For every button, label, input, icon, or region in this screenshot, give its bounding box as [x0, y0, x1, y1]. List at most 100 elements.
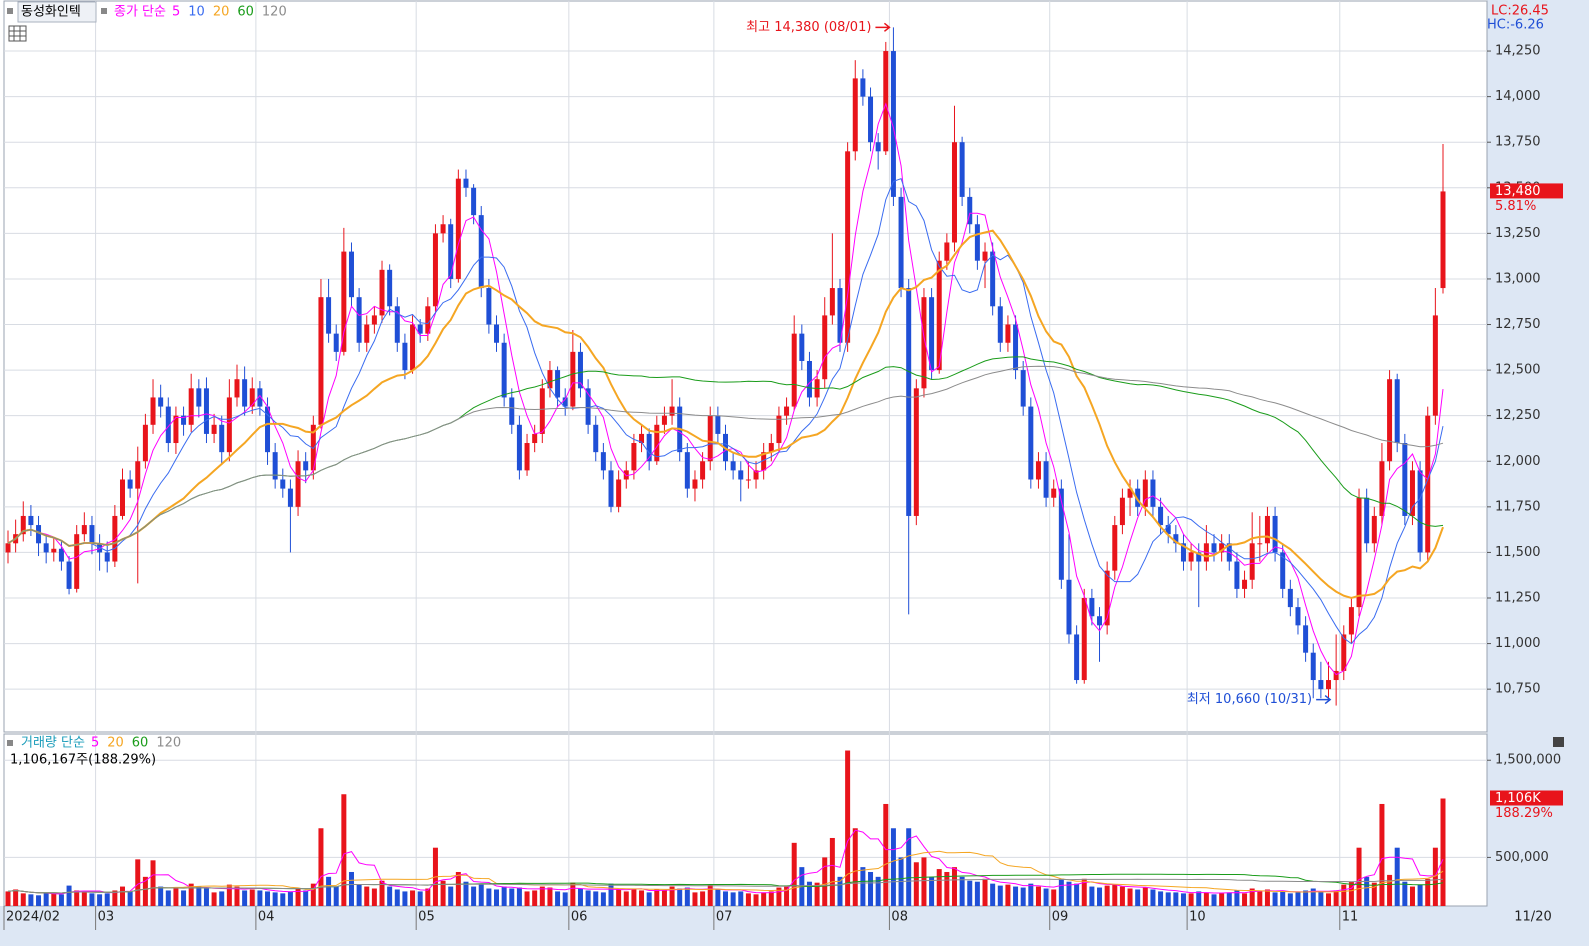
- candle-body: [501, 342, 507, 398]
- volume-bar: [1035, 886, 1041, 906]
- volume-bar: [341, 794, 347, 906]
- candle-body: [585, 388, 591, 425]
- volume-bar: [494, 889, 500, 906]
- volume-bar: [402, 891, 408, 906]
- volume-bar: [1440, 798, 1446, 906]
- bullet: [101, 8, 107, 14]
- y-tick-label: 14,250: [1495, 44, 1541, 59]
- last-price-label: 13,480: [1495, 184, 1541, 199]
- candle-body: [745, 479, 751, 481]
- candle-body: [1425, 415, 1431, 553]
- ma-legend: 120: [262, 5, 287, 20]
- volume-bar: [1043, 888, 1049, 906]
- candle-body: [265, 406, 271, 453]
- candle-body: [43, 543, 49, 553]
- candle-body: [1287, 588, 1293, 608]
- volume-bar: [203, 888, 209, 906]
- volume-bar: [1425, 878, 1431, 906]
- volume-bar: [585, 890, 591, 906]
- volume-bar: [1287, 893, 1293, 906]
- x-tick-label: 06: [571, 910, 588, 925]
- settings-icon[interactable]: [8, 25, 27, 42]
- last-volume-change: 188.29%: [1495, 806, 1553, 821]
- volume-bar: [1158, 891, 1164, 906]
- candle-body: [471, 187, 477, 216]
- low-arrow: [1316, 694, 1332, 705]
- volume-bar: [249, 889, 255, 906]
- y-tick-label: 12,000: [1495, 454, 1541, 469]
- volume-bar: [104, 893, 110, 906]
- candle-body: [1402, 443, 1408, 516]
- candle-body: [1364, 497, 1370, 544]
- candle-body: [211, 424, 217, 434]
- candle-body: [906, 288, 912, 516]
- last-volume-label: 1,106K: [1495, 791, 1541, 806]
- candle-body: [371, 315, 377, 325]
- candle-body: [829, 288, 835, 316]
- y-tick-label: 11,750: [1495, 499, 1541, 514]
- volume-bar: [1356, 847, 1362, 906]
- volume-bar: [425, 888, 431, 906]
- volume-bar: [1219, 893, 1225, 906]
- volume-bar: [196, 886, 202, 906]
- candle-body: [967, 196, 973, 225]
- volume-bar: [226, 884, 232, 906]
- candle-body: [326, 297, 332, 334]
- x-tick-label: 10: [1189, 910, 1206, 925]
- volume-bar: [471, 886, 477, 906]
- volume-bar: [1081, 878, 1087, 906]
- volume-bar: [890, 828, 896, 906]
- icon-frame[interactable]: [8, 25, 27, 42]
- candle-body: [707, 415, 713, 462]
- volume-bar: [188, 883, 194, 906]
- volume-bar: [745, 893, 751, 906]
- candle-body: [1051, 488, 1057, 498]
- volume-bar: [875, 876, 881, 906]
- volume-bar: [974, 881, 980, 906]
- volume-bar: [646, 892, 652, 906]
- candle-body: [1180, 543, 1186, 562]
- candle-body: [463, 178, 469, 188]
- volume-bar: [1333, 890, 1339, 906]
- volume-bar: [776, 887, 782, 906]
- bullet: [7, 8, 13, 14]
- volume-bar: [478, 883, 484, 906]
- candle-body: [684, 452, 690, 489]
- volume-bar: [768, 891, 774, 906]
- volume-bar: [303, 890, 309, 906]
- ma-legend: 5: [172, 5, 180, 20]
- candle-body: [242, 379, 248, 407]
- stock-name: 동성화인텍: [21, 5, 81, 20]
- close-button[interactable]: [1553, 737, 1564, 747]
- volume-ma-legend: 60: [132, 736, 149, 751]
- volume-bar: [539, 886, 545, 906]
- candle-body: [1341, 634, 1347, 671]
- candle-body: [562, 397, 568, 407]
- x-tick-label: 07: [716, 910, 733, 925]
- volume-bar: [761, 892, 767, 906]
- candle-body: [959, 142, 965, 197]
- candle-body: [669, 406, 675, 416]
- candle-body: [1295, 607, 1301, 626]
- volume-bar: [5, 891, 11, 906]
- candle-body: [929, 297, 935, 371]
- volume-bar: [97, 894, 103, 906]
- candle-body: [936, 260, 942, 371]
- volume-bar: [1211, 894, 1217, 906]
- candle-body: [81, 525, 87, 535]
- volume-bar: [806, 881, 812, 906]
- volume-bar: [600, 892, 606, 906]
- volume-bar: [379, 880, 385, 906]
- candle-body: [852, 78, 858, 152]
- candle-body: [806, 360, 812, 398]
- volume-bar: [959, 876, 965, 906]
- candle-body: [20, 515, 26, 535]
- candle-body: [1333, 670, 1339, 681]
- candle-body: [921, 297, 927, 389]
- volume-bar: [66, 885, 72, 906]
- stock-button[interactable]: [17, 1, 97, 23]
- volume-bar: [1112, 884, 1118, 906]
- volume-bar: [845, 750, 851, 906]
- volume-bar: [1226, 892, 1232, 906]
- volume-bar: [593, 891, 599, 906]
